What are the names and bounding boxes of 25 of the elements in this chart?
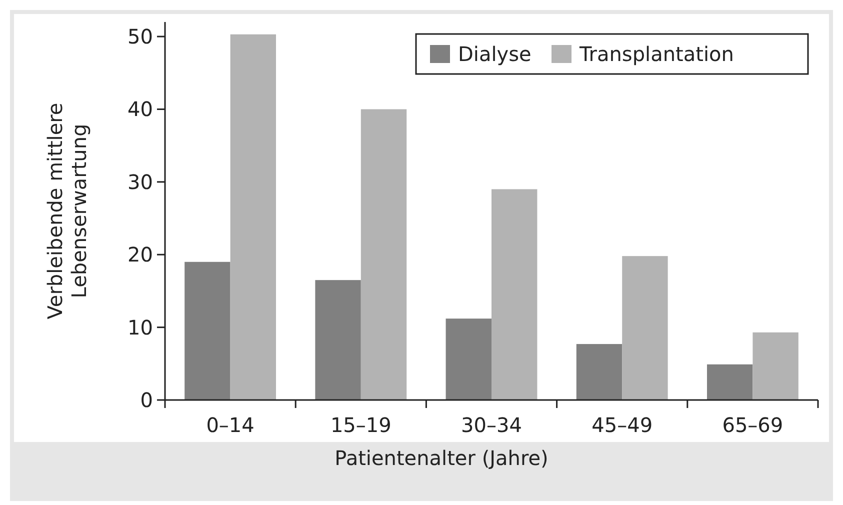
bar: [230, 34, 276, 400]
x-tick-label: 15–19: [330, 413, 392, 437]
bar: [446, 318, 492, 400]
legend-label: Transplantation: [578, 42, 734, 66]
bar: [576, 344, 622, 400]
bar: [622, 256, 668, 400]
y-tick-label: 30: [128, 170, 153, 194]
y-tick-label: 20: [128, 242, 153, 267]
bar: [360, 109, 407, 400]
y-tick-label: 40: [128, 97, 153, 122]
x-axis-title: Patientenalter (Jahre): [334, 446, 548, 470]
bar: [492, 189, 538, 400]
y-axis-title: Verbleibende mittlere Lebenserwartung: [43, 102, 91, 320]
x-tick-label: 65–69: [722, 413, 784, 437]
y-tick-label: 50: [128, 24, 153, 49]
y-tick-label: 0: [140, 388, 153, 412]
legend-label: Dialyse: [458, 42, 532, 66]
bar: [315, 280, 361, 400]
x-tick-label: 0–14: [206, 413, 254, 437]
x-tick-label: 30–34: [461, 413, 522, 437]
y-tick-label: 10: [128, 315, 153, 340]
bar: [706, 364, 753, 400]
bar: [184, 262, 230, 400]
bar: [752, 332, 798, 400]
x-tick-label: 45–49: [592, 413, 653, 437]
